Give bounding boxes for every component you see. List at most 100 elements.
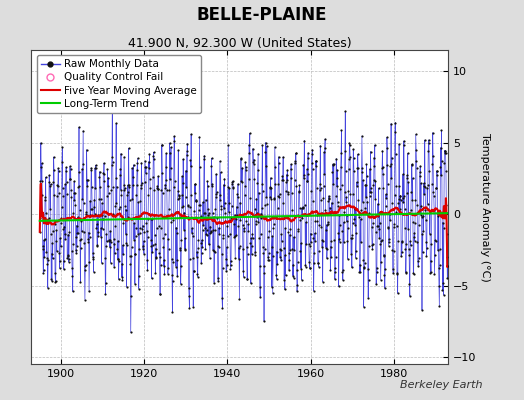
Point xyxy=(106,237,114,244)
Point xyxy=(333,183,341,190)
Point xyxy=(216,169,225,176)
Point xyxy=(70,190,78,196)
Point xyxy=(126,260,135,267)
Point xyxy=(332,175,341,182)
Point xyxy=(270,144,279,150)
Point xyxy=(354,164,362,171)
Point xyxy=(311,238,319,244)
Point xyxy=(295,187,303,194)
Point xyxy=(330,161,338,167)
Point xyxy=(45,179,53,186)
Point xyxy=(70,197,79,204)
Point xyxy=(233,191,242,198)
Point xyxy=(222,267,231,274)
Point xyxy=(231,212,239,218)
Point xyxy=(288,246,297,253)
Point xyxy=(130,281,139,287)
Point xyxy=(219,265,227,271)
Point xyxy=(64,252,72,259)
Point xyxy=(58,204,66,210)
Point xyxy=(361,204,369,211)
Point xyxy=(281,286,289,293)
Point xyxy=(179,202,187,209)
Point xyxy=(140,250,148,257)
Point xyxy=(172,263,180,270)
Point xyxy=(205,241,213,248)
Point xyxy=(391,129,399,135)
Point xyxy=(66,176,74,182)
Point xyxy=(419,212,427,219)
Point xyxy=(142,164,150,170)
Point xyxy=(155,223,163,230)
Point xyxy=(165,246,173,252)
Point xyxy=(268,233,277,239)
Point xyxy=(236,199,244,206)
Point xyxy=(99,215,107,222)
Point xyxy=(363,198,372,205)
Point xyxy=(289,261,298,268)
Point xyxy=(59,185,67,192)
Point xyxy=(119,251,127,257)
Point xyxy=(254,167,262,173)
Point xyxy=(328,169,336,176)
Point xyxy=(162,187,171,193)
Point xyxy=(372,178,380,184)
Point xyxy=(188,230,196,236)
Point xyxy=(270,196,278,202)
Point xyxy=(65,229,73,236)
Point xyxy=(112,175,120,181)
Point xyxy=(226,231,234,237)
Point xyxy=(46,181,54,187)
Point xyxy=(270,194,279,201)
Point xyxy=(166,176,174,182)
Point xyxy=(370,154,378,161)
Point xyxy=(233,204,241,210)
Point xyxy=(396,192,405,199)
Point xyxy=(88,167,96,173)
Point xyxy=(222,256,230,262)
Point xyxy=(169,259,177,265)
Point xyxy=(66,163,74,170)
Point xyxy=(121,186,129,193)
Point xyxy=(408,161,416,168)
Point xyxy=(419,228,428,234)
Point xyxy=(81,296,89,303)
Point xyxy=(240,228,248,234)
Point xyxy=(296,205,304,211)
Point xyxy=(422,217,430,224)
Point xyxy=(161,181,169,188)
Point xyxy=(224,209,233,215)
Point xyxy=(303,166,311,172)
Point xyxy=(314,260,322,266)
Point xyxy=(413,258,422,265)
Point xyxy=(441,147,450,154)
Point xyxy=(100,160,108,166)
Point xyxy=(69,210,78,216)
Point xyxy=(60,266,68,272)
Point xyxy=(36,229,44,235)
Point xyxy=(196,240,205,246)
Point xyxy=(401,246,410,252)
Point xyxy=(173,257,181,263)
Point xyxy=(172,230,181,236)
Point xyxy=(144,216,152,222)
Point xyxy=(390,224,398,230)
Point xyxy=(243,276,252,282)
Point xyxy=(210,214,218,220)
Point xyxy=(440,147,449,154)
Point xyxy=(408,175,417,181)
Point xyxy=(179,179,188,186)
Point xyxy=(78,228,86,234)
Point xyxy=(395,182,403,189)
Point xyxy=(317,224,325,230)
Point xyxy=(343,238,352,244)
Point xyxy=(346,142,354,148)
Point xyxy=(410,230,419,236)
Point xyxy=(200,152,209,159)
Point xyxy=(210,279,218,286)
Point xyxy=(439,292,447,298)
Point xyxy=(203,232,211,238)
Point xyxy=(345,140,354,146)
Point xyxy=(434,265,443,271)
Point xyxy=(321,136,329,142)
